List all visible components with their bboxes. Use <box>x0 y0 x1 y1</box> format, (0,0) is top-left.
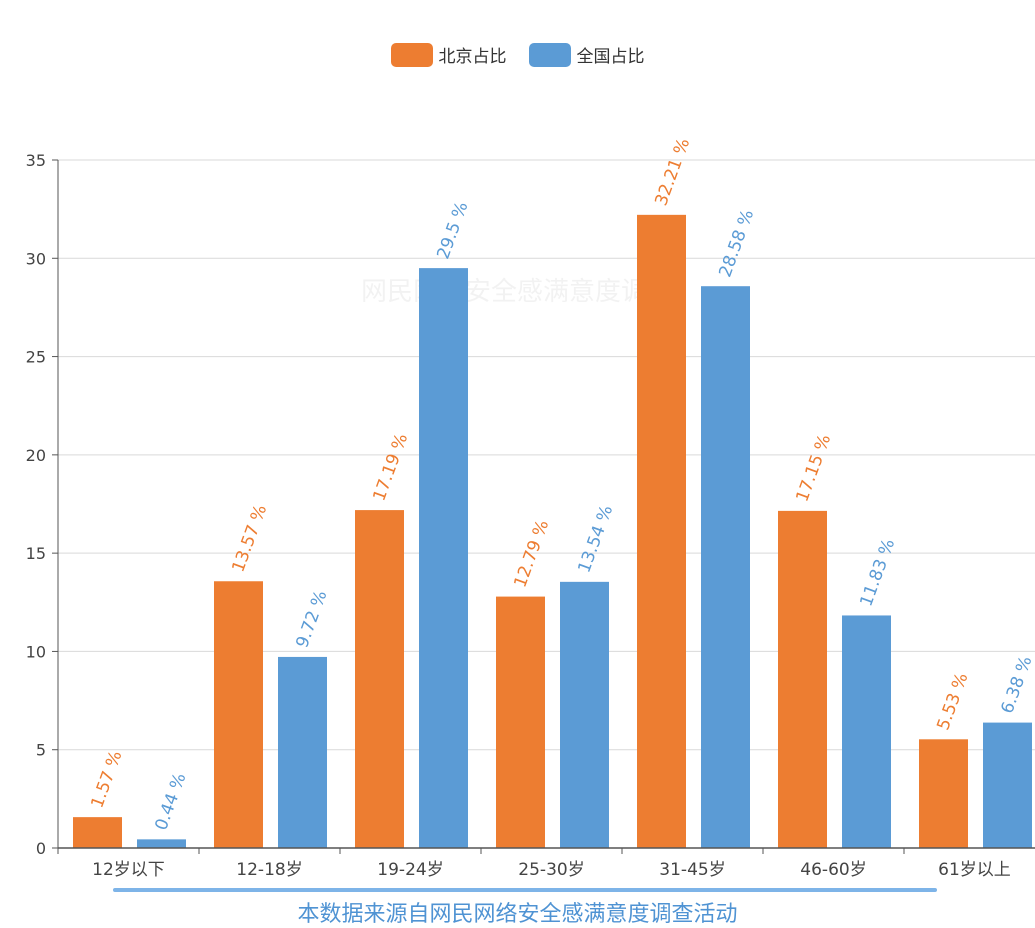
data-label-beijing: 12.79 % <box>510 517 553 590</box>
data-label-beijing: 32.21 % <box>651 136 694 209</box>
y-tick-label: 15 <box>26 544 46 563</box>
bar-national <box>842 615 891 848</box>
data-label-national: 29.5 % <box>433 199 472 262</box>
bar-beijing <box>355 510 404 848</box>
data-label-national: 28.58 % <box>715 207 758 280</box>
watermark-text: 网民网络安全感满意度调查 <box>361 277 673 307</box>
bar-beijing <box>214 581 263 848</box>
data-label-beijing: 13.57 % <box>228 502 271 575</box>
bar-national <box>983 722 1032 848</box>
legend-item-national[interactable]: 全国占比 <box>528 42 645 67</box>
data-label-national: 0.44 % <box>151 770 190 833</box>
bar-national <box>560 581 609 848</box>
data-label-national: 11.83 % <box>856 536 899 609</box>
data-label-beijing: 5.53 % <box>933 670 972 733</box>
y-tick-label: 5 <box>36 741 46 760</box>
data-label-national: 9.72 % <box>292 588 331 651</box>
legend: 北京占比 全国占比 <box>0 42 1035 67</box>
source-underline <box>113 888 937 892</box>
data-label-national: 13.54 % <box>574 503 617 576</box>
x-tick-label: 19-24岁 <box>377 860 443 880</box>
data-label-beijing: 17.15 % <box>792 432 835 505</box>
data-label-national: 6.38 % <box>997 654 1035 717</box>
y-tick-label: 30 <box>26 249 46 268</box>
legend-item-beijing[interactable]: 北京占比 <box>390 42 507 67</box>
bar-national <box>278 656 327 848</box>
data-label-beijing: 1.57 % <box>87 748 126 811</box>
legend-swatch-beijing <box>390 42 433 67</box>
bar-national <box>701 286 750 848</box>
bar-national <box>137 839 186 848</box>
legend-swatch-national <box>528 42 571 67</box>
bar-beijing <box>919 739 968 848</box>
x-tick-label: 25-30岁 <box>518 860 584 880</box>
data-source-note: 本数据来源自网民网络安全感满意度调查活动 <box>297 902 738 927</box>
bar-beijing <box>73 817 122 848</box>
bar-beijing <box>778 510 827 848</box>
x-tick-label: 46-60岁 <box>800 860 866 880</box>
bar-beijing <box>637 214 686 848</box>
y-tick-label: 25 <box>26 348 46 367</box>
bar-national <box>419 268 468 849</box>
y-tick-label: 20 <box>26 446 46 465</box>
x-tick-label: 12岁以下 <box>92 860 165 880</box>
legend-label-beijing: 北京占比 <box>438 47 507 67</box>
x-tick-label: 12-18岁 <box>236 860 302 880</box>
y-tick-label: 35 <box>26 151 46 170</box>
x-tick-label: 61岁以上 <box>938 860 1011 880</box>
x-tick-label: 31-45岁 <box>659 860 725 880</box>
y-tick-label: 0 <box>36 839 46 858</box>
legend-label-national: 全国占比 <box>576 47 645 67</box>
data-label-beijing: 17.19 % <box>369 431 412 504</box>
y-tick-label: 10 <box>26 642 46 661</box>
bar-beijing <box>496 596 545 848</box>
